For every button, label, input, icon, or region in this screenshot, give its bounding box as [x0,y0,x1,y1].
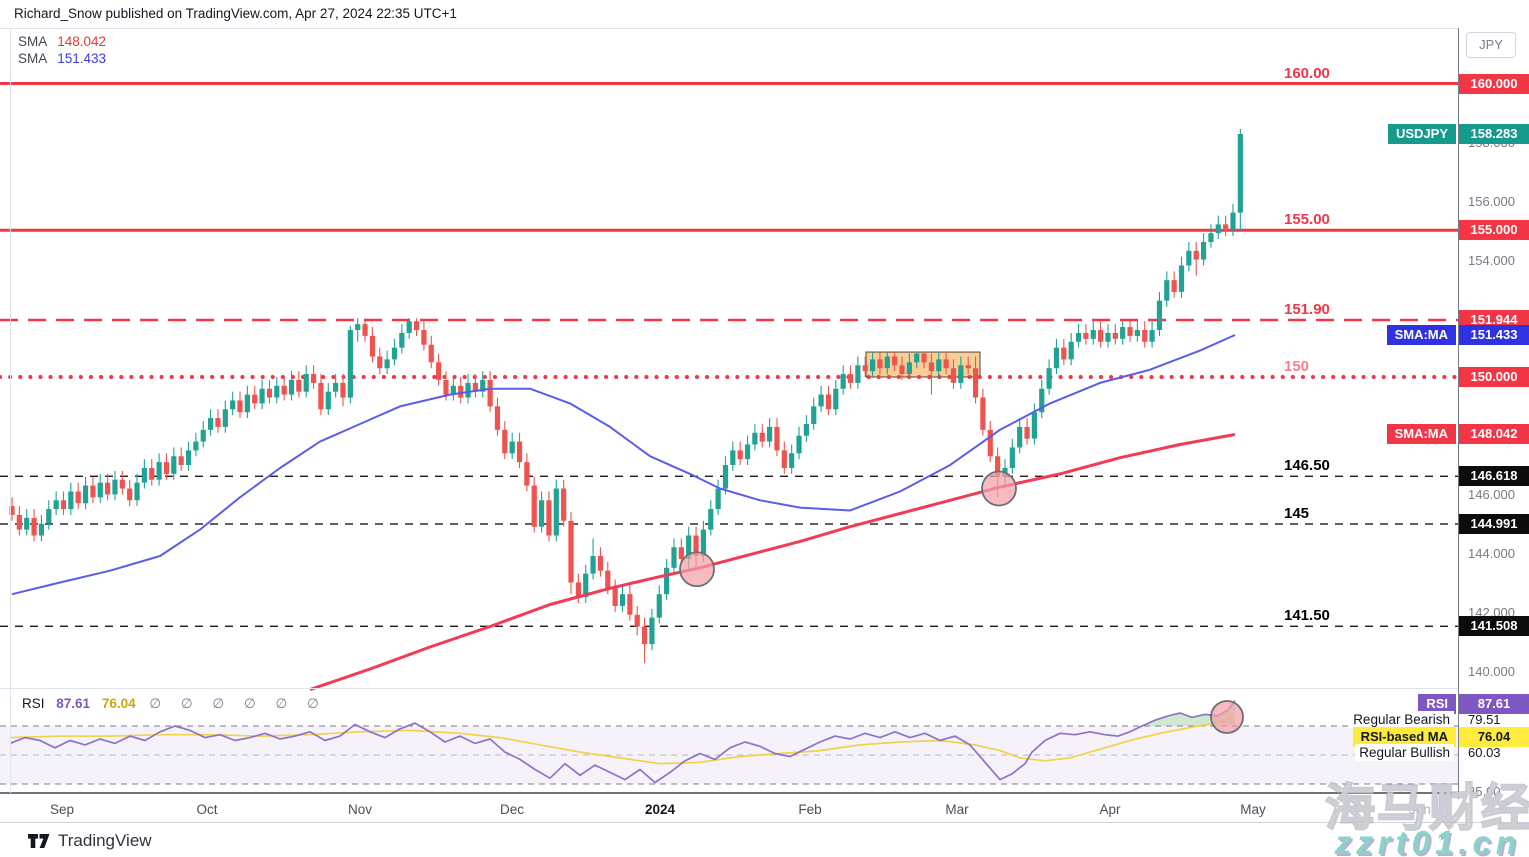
tradingview-brand-text: TradingView [58,831,152,850]
level-badge-support-146-50: 146.618 [1459,466,1529,487]
publish-title: Richard_Snow published on TradingView.co… [14,6,457,21]
usdjpy-price-chip: USDJPY [1387,123,1456,144]
regular-bullish-label: Regular Bullish [1355,744,1454,761]
rsi-based-ma-line [9,716,1236,765]
level-badge-resistance-155: 155.000 [1459,220,1529,241]
time-label-Apr[interactable]: Apr [1099,802,1121,817]
sma-50-line [11,334,1236,596]
sma-50-value-badge: 151.433 [1459,324,1529,345]
rsi-value: 87.61 [56,696,91,711]
chart-top-border [0,28,1529,29]
level-badge-support-141-50: 141.508 [1459,616,1529,637]
time-label-Nov[interactable]: Nov [347,802,373,817]
regular-bullish-value: 60.03 [1468,745,1501,760]
annotation-circle [679,551,715,588]
price-scale[interactable]: JPY 158.000156.000154.000146.000144.0001… [1458,28,1529,822]
rsi-based-ma-badge: 76.04 [1459,727,1529,747]
time-label-May[interactable]: May [1240,802,1266,817]
time-label-Sep[interactable]: Sep [49,802,75,817]
price-tick-140.000: 140.000 [1468,663,1515,679]
rsi-based-ma-chip: RSI-based MA [1352,727,1456,747]
usdjpy-price-badge: 158.283 [1459,123,1529,144]
level-label-resistance-155: 155.00 [1284,211,1330,229]
sma-200-value-chip: SMA:MA [1386,424,1456,445]
footer: TradingView [28,831,152,851]
level-label-support-141-50: 141.50 [1284,607,1330,625]
rsi-legend[interactable]: RSI 87.61 76.04 ∅ ∅ ∅ ∅ ∅ ∅ [22,696,327,712]
time-label-Mar[interactable]: Mar [945,802,969,817]
publish-header: Richard_Snow published on TradingView.co… [14,6,457,21]
rsi-ma-value: 76.04 [101,696,136,711]
level-label-resistance-160: 160.00 [1284,64,1330,82]
level-label-support-146-50: 146.50 [1284,457,1330,475]
price-tick-154.000: 154.000 [1468,252,1515,268]
chart-left-border [10,28,11,793]
sma-50-value: 151.433 [57,51,107,66]
sma-200-value: 148.042 [57,34,107,49]
sma-label: SMA [18,34,48,49]
time-label-2024[interactable]: 2024 [644,802,676,817]
level-badge-resistance-160: 160.000 [1459,73,1529,94]
level-label-level-150: 150 [1284,358,1310,375]
sma-legend[interactable]: SMA 148.042 SMA 151.433 [18,33,106,67]
level-label-support-145: 145 [1284,505,1310,522]
rsi-tick-25: 25.00 [1468,784,1501,800]
price-tick-146.000: 146.000 [1468,487,1515,503]
time-axis[interactable]: Sep Oct Nov Dec 2024 Feb Mar Apr May Jun [0,799,1529,823]
regular-bearish-value: 79.51 [1468,712,1501,727]
time-label-Oct[interactable]: Oct [196,802,218,817]
price-tick-156.000: 156.000 [1468,193,1515,209]
currency-toggle-button[interactable]: JPY [1466,32,1516,58]
hidden-series-icons: ∅ ∅ ∅ ∅ ∅ ∅ [149,696,327,711]
tradingview-logo-icon [28,833,50,848]
sma-200-legend-row[interactable]: SMA 148.042 [18,33,106,50]
annotation-circle [1210,700,1244,734]
level-label-level-151-90: 151.90 [1284,300,1330,318]
sma-200-value-badge: 148.042 [1459,424,1529,445]
sma-50-legend-row[interactable]: SMA 151.433 [18,50,106,67]
sma-200-line [309,433,1236,692]
rsi-label: RSI [22,696,45,711]
time-label-Dec[interactable]: Dec [499,802,525,817]
sma-50-value-chip: SMA:MA [1386,324,1456,345]
sma-label: SMA [18,51,48,66]
price-tick-144.000: 144.000 [1468,546,1515,562]
rsi-line [9,699,1236,784]
level-badge-level-150: 150.000 [1459,367,1529,387]
rsi-badge: 87.61 [1459,694,1529,714]
price-tick-142.000: 142.000 [1468,604,1515,620]
watermark-cjk: 海马财经 [1324,779,1529,837]
regular-bearish-label: Regular Bearish [1349,711,1454,728]
rsi-chip: RSI [1418,694,1456,714]
annotation-circle [981,470,1017,507]
watermark-url: zzrt01.cn [1334,824,1521,857]
level-badge-support-145: 144.991 [1459,514,1529,534]
time-label-Jun[interactable]: Jun [1409,802,1431,817]
time-label-Feb[interactable]: Feb [798,802,822,817]
price-chart-canvas[interactable] [0,0,1458,799]
